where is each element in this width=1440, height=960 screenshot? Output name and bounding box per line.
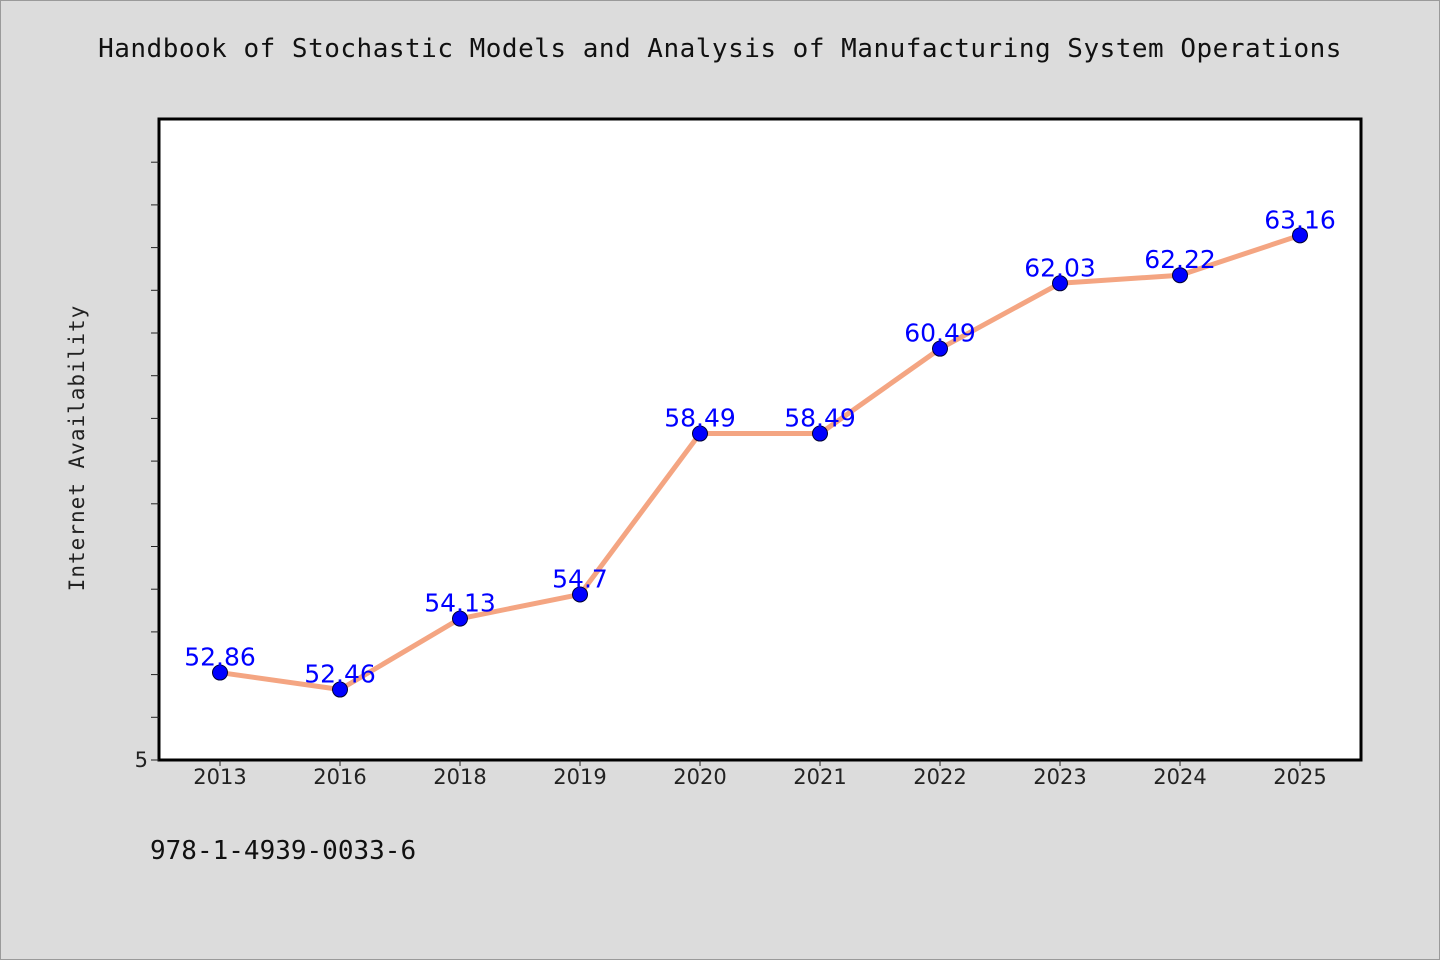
data-label: 60.49 <box>904 319 976 348</box>
plot-area <box>157 117 1363 762</box>
x-tick-label: 2020 <box>673 765 726 789</box>
data-point <box>1292 227 1308 244</box>
chart-title: Handbook of Stochastic Models and Analys… <box>98 34 1342 64</box>
x-tick-label: 2023 <box>1033 765 1086 789</box>
x-tick-label: 2016 <box>313 765 366 789</box>
x-tick-label: 2019 <box>553 765 606 789</box>
data-label: 58.49 <box>664 404 736 433</box>
data-labels: 52.86 52.46 54.13 54.7 58.49 58.49 60.49 62.03 6… <box>184 205 1336 688</box>
data-point <box>1052 275 1068 292</box>
data-point <box>932 340 948 357</box>
x-axis-ticks: 2013 2016 2018 2019 2020 2021 2022 2023 2024 2025 <box>193 760 1327 789</box>
x-tick-label: 2025 <box>1273 765 1326 789</box>
data-label: 52.86 <box>184 643 256 672</box>
data-label: 52.46 <box>304 660 376 689</box>
data-label: 54.7 <box>552 564 608 593</box>
data-label: 62.22 <box>1144 245 1216 274</box>
y-axis-ticks <box>151 161 159 761</box>
data-point <box>452 610 468 627</box>
isbn-footer: 978-1-4939-0033-6 <box>150 836 417 866</box>
data-point <box>692 425 708 442</box>
series-line <box>217 232 1303 693</box>
data-point <box>332 681 348 698</box>
y-tick-label: 5 <box>135 748 148 772</box>
x-tick-label: 2022 <box>913 765 966 789</box>
data-point <box>572 586 588 603</box>
data-point <box>1172 267 1188 284</box>
data-point <box>812 425 828 442</box>
data-label: 58.49 <box>784 404 856 433</box>
data-label: 62.03 <box>1024 253 1096 282</box>
data-label: 63.16 <box>1264 205 1336 234</box>
data-label: 54.13 <box>424 589 496 618</box>
x-tick-label: 2013 <box>193 765 246 789</box>
data-markers <box>212 227 1308 698</box>
x-tick-label: 2024 <box>1153 765 1206 789</box>
x-tick-label: 2018 <box>433 765 486 789</box>
data-point <box>212 664 228 681</box>
x-tick-label: 2021 <box>793 765 846 789</box>
